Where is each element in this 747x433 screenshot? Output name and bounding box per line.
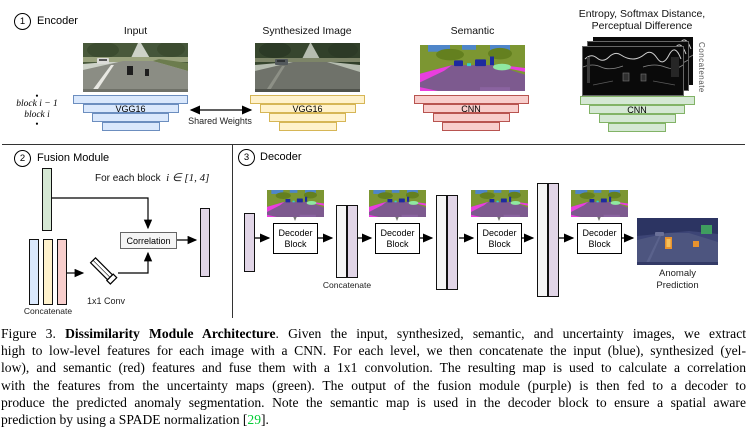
semantic-encoder-layer4: [442, 122, 500, 131]
anomaly-prediction-label: Anomaly Prediction: [656, 268, 699, 291]
caption-line-5: produce the predicted anomaly segmentati…: [1, 394, 746, 410]
caption-line-6: prediction by using a SPADE normalizatio…: [1, 412, 269, 428]
synth-feature-bar: [43, 239, 53, 305]
uncertainty-encoder-layer2: CNN: [589, 104, 685, 115]
caption-bold-title: Dissimilarity Module Architecture: [65, 326, 276, 341]
decoder-concatenate-label: Concatenate: [322, 280, 372, 290]
conv-1x1-label: 1x1 Conv: [86, 296, 126, 306]
caption-line-4: with the features from the uncertainty m…: [1, 377, 746, 393]
block-index-notation: • block i − 1 block i •: [16, 91, 58, 129]
figure-caption: Figure 3. Dissimilarity Module Architect…: [1, 325, 746, 428]
conv-1x1-icon: [89, 257, 118, 285]
input-encoder-layer1: [73, 95, 188, 104]
semantic-encoder-layer2: CNN: [423, 103, 519, 114]
for-each-block-label: For each block i ∈ [1, 4]: [95, 172, 210, 184]
decoder-concat-bar-gray-1: [336, 205, 347, 278]
decoder-concat-bar-purple-3: [548, 183, 559, 297]
input-net-label: VGG16: [115, 103, 146, 114]
uncertainty-feature-bar: [42, 168, 52, 231]
green-to-correlation-arrow: [52, 197, 153, 230]
synthesized-image: [255, 43, 360, 92]
fusion-step-number: 2: [14, 150, 31, 167]
decoder-input-bar: [244, 213, 255, 272]
fusion-title: Fusion Module: [37, 152, 110, 164]
caption-line-2: high to low-level features for each imag…: [1, 343, 746, 359]
citation-29-link[interactable]: 29: [247, 412, 262, 428]
panel-divider-vertical: [232, 145, 233, 318]
semantic-image: [420, 45, 525, 91]
semantic-encoder-layer3: [432, 113, 510, 122]
caption-line-3: low), and semantic (red) features and fu…: [1, 360, 746, 376]
decoder-semantic-thumb-3: [471, 190, 528, 217]
semantic-column-title: Semantic: [450, 25, 495, 37]
uncertainty-concatenate-label: Concatenate: [697, 42, 706, 93]
input-encoder-layer4: [101, 122, 160, 131]
anomaly-prediction-image: [637, 218, 718, 265]
panel-divider-horizontal: [2, 144, 745, 145]
decoder-block-3: Decoder Block: [477, 223, 522, 254]
decoder-block-4: Decoder Block: [577, 223, 622, 254]
uncertainty-encoder-layer4: [608, 123, 666, 132]
uncertainty-image-front: [582, 46, 684, 96]
decoder-block-2: Decoder Block: [375, 223, 420, 254]
synth-encoder-layer4: [278, 122, 337, 131]
caption-line-1: Figure 3. Dissimilarity Module Architect…: [1, 326, 747, 341]
decoder-concat-bar-purple-2: [447, 195, 458, 290]
input-image: [83, 43, 188, 92]
uncertainty-net-label: CNN: [627, 104, 647, 115]
shared-weights-label: Shared Weights: [188, 116, 252, 126]
synth-encoder-layer3: [269, 113, 346, 122]
decoder-semantic-thumb-2: [369, 190, 426, 217]
fusion-output-bar: [200, 208, 210, 277]
input-encoder-layer2: VGG16: [82, 103, 179, 114]
uncertainty-column-title: Entropy, Softmax Distance, Perceptual Di…: [578, 8, 706, 32]
correlation-box: Correlation: [120, 232, 177, 249]
fusion-concatenate-label: Concatenate: [23, 306, 73, 316]
synth-net-label: VGG16: [292, 103, 323, 114]
synthesized-column-title: Synthesized Image: [262, 25, 352, 37]
input-encoder-layer3: [92, 113, 169, 122]
synth-encoder-layer2: VGG16: [259, 103, 356, 114]
uncertainty-encoder-layer3: [598, 114, 676, 123]
input-feature-bar: [29, 239, 39, 305]
decoder-semantic-thumb-1: [267, 190, 324, 217]
input-column-title: Input: [123, 25, 148, 37]
decoder-title: Decoder: [260, 151, 302, 163]
decoder-concat-bar-gray-2: [436, 195, 447, 290]
encoder-title: Encoder: [37, 15, 78, 27]
synth-encoder-layer1: [250, 95, 365, 104]
encoder-step-number: 1: [14, 13, 31, 30]
decoder-concat-bar-purple-1: [347, 205, 358, 278]
decoder-semantic-thumb-4: [571, 190, 628, 217]
semantic-net-label: CNN: [461, 103, 481, 114]
architecture-diagram: 1 Encoder • block i − 1 block i • Input …: [2, 8, 745, 318]
semantic-encoder-layer1: [413, 95, 529, 104]
decoder-step-number: 3: [238, 149, 255, 166]
decoder-block-1: Decoder Block: [273, 223, 318, 254]
semantic-feature-bar: [57, 239, 67, 305]
decoder-concat-bar-gray-3: [537, 183, 548, 297]
uncertainty-encoder-layer1: [579, 96, 695, 105]
